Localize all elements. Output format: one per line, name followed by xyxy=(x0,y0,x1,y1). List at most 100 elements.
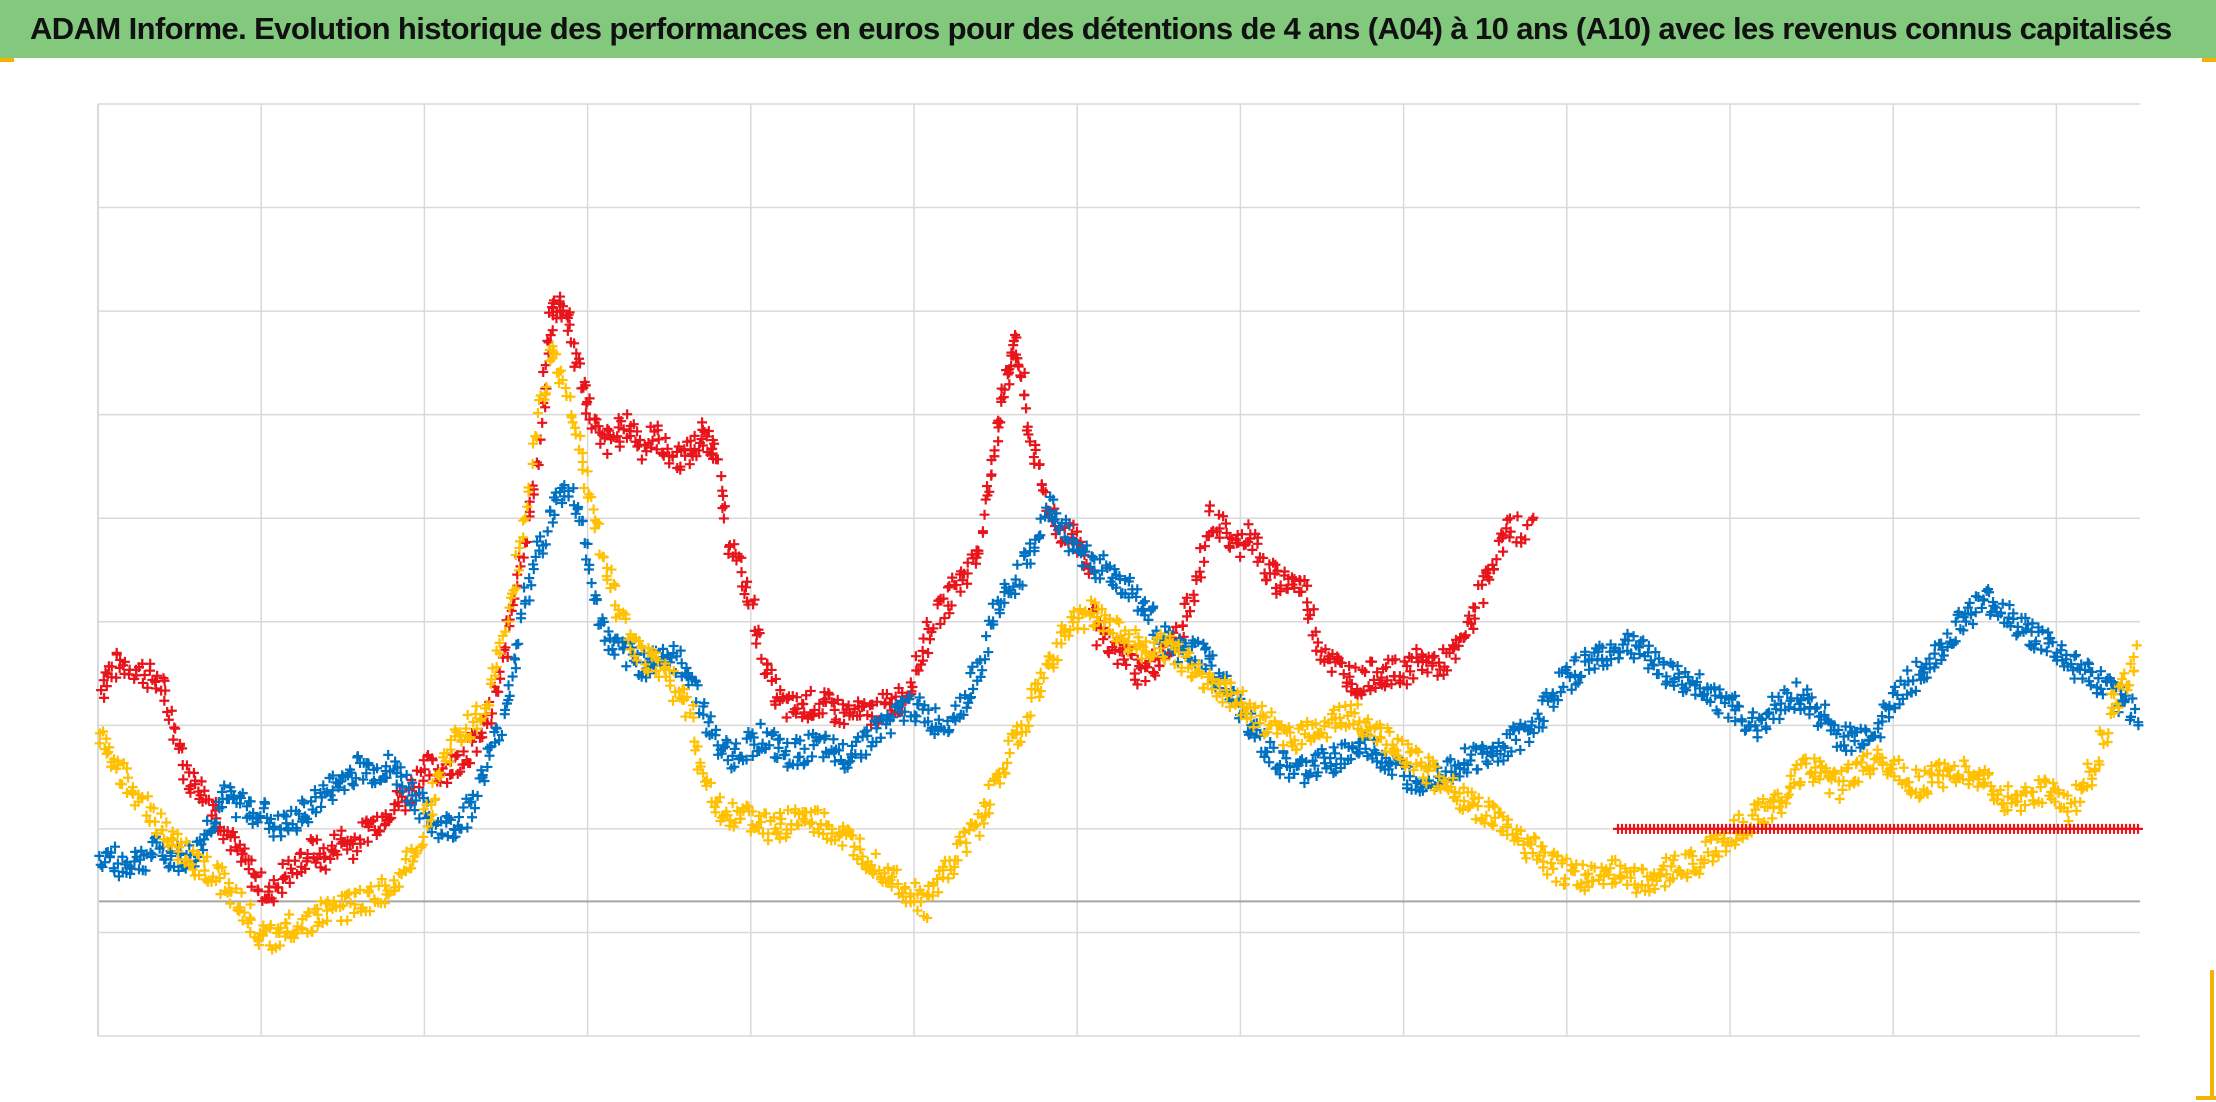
series-3-point xyxy=(94,738,105,749)
series-3-point xyxy=(610,580,621,591)
series-2-point xyxy=(346,767,357,778)
series-1-point xyxy=(797,712,808,723)
series-1-point xyxy=(1504,532,1515,543)
series-1-point xyxy=(1338,669,1349,680)
series-1-point xyxy=(859,698,870,709)
series-1-point xyxy=(962,568,973,579)
series-1-point xyxy=(320,851,331,862)
series-1-point xyxy=(237,848,248,859)
series-1-point xyxy=(1021,403,1032,414)
series-2-point xyxy=(316,801,327,812)
series-1-point xyxy=(493,686,504,697)
series-1-point xyxy=(528,484,539,495)
series-1-point xyxy=(400,805,411,816)
series-1-point xyxy=(1498,530,1509,541)
series-1-point xyxy=(839,718,850,729)
series-2-point xyxy=(599,635,610,646)
series-1-point xyxy=(1034,459,1045,470)
series-3-point xyxy=(471,701,482,712)
series-3-point xyxy=(1537,841,1548,852)
data-points xyxy=(94,291,2144,955)
series-1-point xyxy=(1498,546,1509,557)
series-1-point xyxy=(652,420,663,431)
series-1-point xyxy=(1019,367,1030,378)
series-1-point xyxy=(1405,666,1416,677)
series-1-point xyxy=(962,578,973,589)
series-2-point xyxy=(603,626,614,637)
series-2-point xyxy=(401,769,412,780)
series-1-point xyxy=(1453,640,1464,651)
series-3-point xyxy=(418,831,429,842)
series-2-point xyxy=(260,798,271,809)
series-3-point xyxy=(388,875,399,886)
series-1-point xyxy=(791,708,802,719)
series-1-point xyxy=(1023,429,1034,440)
series-2-point xyxy=(348,780,359,791)
series-1-point xyxy=(246,855,257,866)
series-1-point xyxy=(791,692,802,703)
series-3-point xyxy=(806,817,817,828)
series-1-point xyxy=(817,708,828,719)
series-1-point xyxy=(880,697,891,708)
series-1-point xyxy=(1324,654,1335,665)
series-2-point xyxy=(173,865,184,876)
series-1-point xyxy=(178,774,189,785)
series-1-point xyxy=(362,836,373,847)
series-1-point xyxy=(1121,659,1132,670)
series-1-point xyxy=(781,712,792,723)
series-3-point xyxy=(961,846,972,857)
series-2-point xyxy=(245,796,256,807)
corner-accent-top-right xyxy=(2202,58,2216,62)
series-1-point xyxy=(805,685,816,696)
series-1-point xyxy=(332,849,343,860)
series-1-point xyxy=(921,616,932,627)
series-1-point xyxy=(203,794,214,805)
series-1-point xyxy=(832,694,843,705)
series-1-point xyxy=(1308,604,1319,615)
series-2-point xyxy=(352,751,363,762)
series-1-point xyxy=(1505,526,1516,537)
series-1-point xyxy=(166,705,177,716)
series-1-point xyxy=(1394,678,1405,689)
series-2-point xyxy=(807,751,818,762)
corner-accent-right-edge xyxy=(2210,970,2214,1098)
series-3-point xyxy=(566,409,577,420)
series-3-point xyxy=(1872,744,1883,755)
series-1-point xyxy=(349,832,360,843)
series-2-point xyxy=(130,846,141,857)
series-1-point xyxy=(562,325,573,336)
series-2-point xyxy=(731,738,742,749)
series-1-point xyxy=(939,613,950,624)
series-1-point xyxy=(1468,623,1479,634)
series-1-point xyxy=(736,567,747,578)
series-1-point xyxy=(993,436,1004,447)
series-1-point xyxy=(1488,564,1499,575)
series-1-point xyxy=(1401,679,1412,690)
series-1-point xyxy=(545,330,556,341)
series-1-point xyxy=(422,751,433,762)
series-1-point xyxy=(762,658,773,669)
series-1-point xyxy=(1083,568,1094,579)
series-1-point xyxy=(689,430,700,441)
series-1-point xyxy=(913,665,924,676)
series-2-point xyxy=(109,841,120,852)
series-1-point xyxy=(986,469,997,480)
series-1-point xyxy=(993,415,1004,426)
series-1-point xyxy=(1434,657,1444,668)
series-2-point xyxy=(230,812,241,823)
series-2-point xyxy=(484,750,495,761)
series-2-point xyxy=(965,668,976,679)
series-1-point xyxy=(748,599,759,610)
series-1-point xyxy=(289,855,300,866)
series-3-point xyxy=(541,381,552,392)
series-1-point xyxy=(1442,665,1453,676)
series-1-point xyxy=(740,582,751,593)
series-1-point xyxy=(614,436,625,447)
corner-accent-bottom-right xyxy=(2196,1096,2216,1100)
series-1-point xyxy=(602,423,613,434)
series-1-point xyxy=(837,699,848,710)
series-2-point xyxy=(472,790,483,801)
series-3-point xyxy=(149,816,160,827)
series-3-point xyxy=(1776,807,1787,818)
